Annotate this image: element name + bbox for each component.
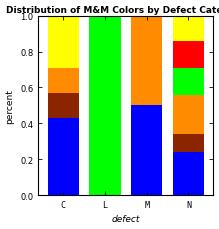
Bar <box>89 17 121 195</box>
X-axis label: defect: defect <box>112 215 140 224</box>
Bar <box>173 68 204 95</box>
Bar <box>48 17 79 68</box>
Bar <box>48 118 79 195</box>
Bar <box>131 106 162 195</box>
Bar <box>131 17 162 106</box>
Bar <box>48 93 79 118</box>
Y-axis label: percent: percent <box>5 89 14 123</box>
Title: Distribution of M&M Colors by Defect Category: Distribution of M&M Colors by Defect Cat… <box>6 5 219 14</box>
Bar <box>173 42 204 68</box>
Bar <box>173 17 204 42</box>
Bar <box>173 95 204 134</box>
Bar <box>173 134 204 152</box>
Bar <box>48 68 79 93</box>
Bar <box>173 152 204 195</box>
